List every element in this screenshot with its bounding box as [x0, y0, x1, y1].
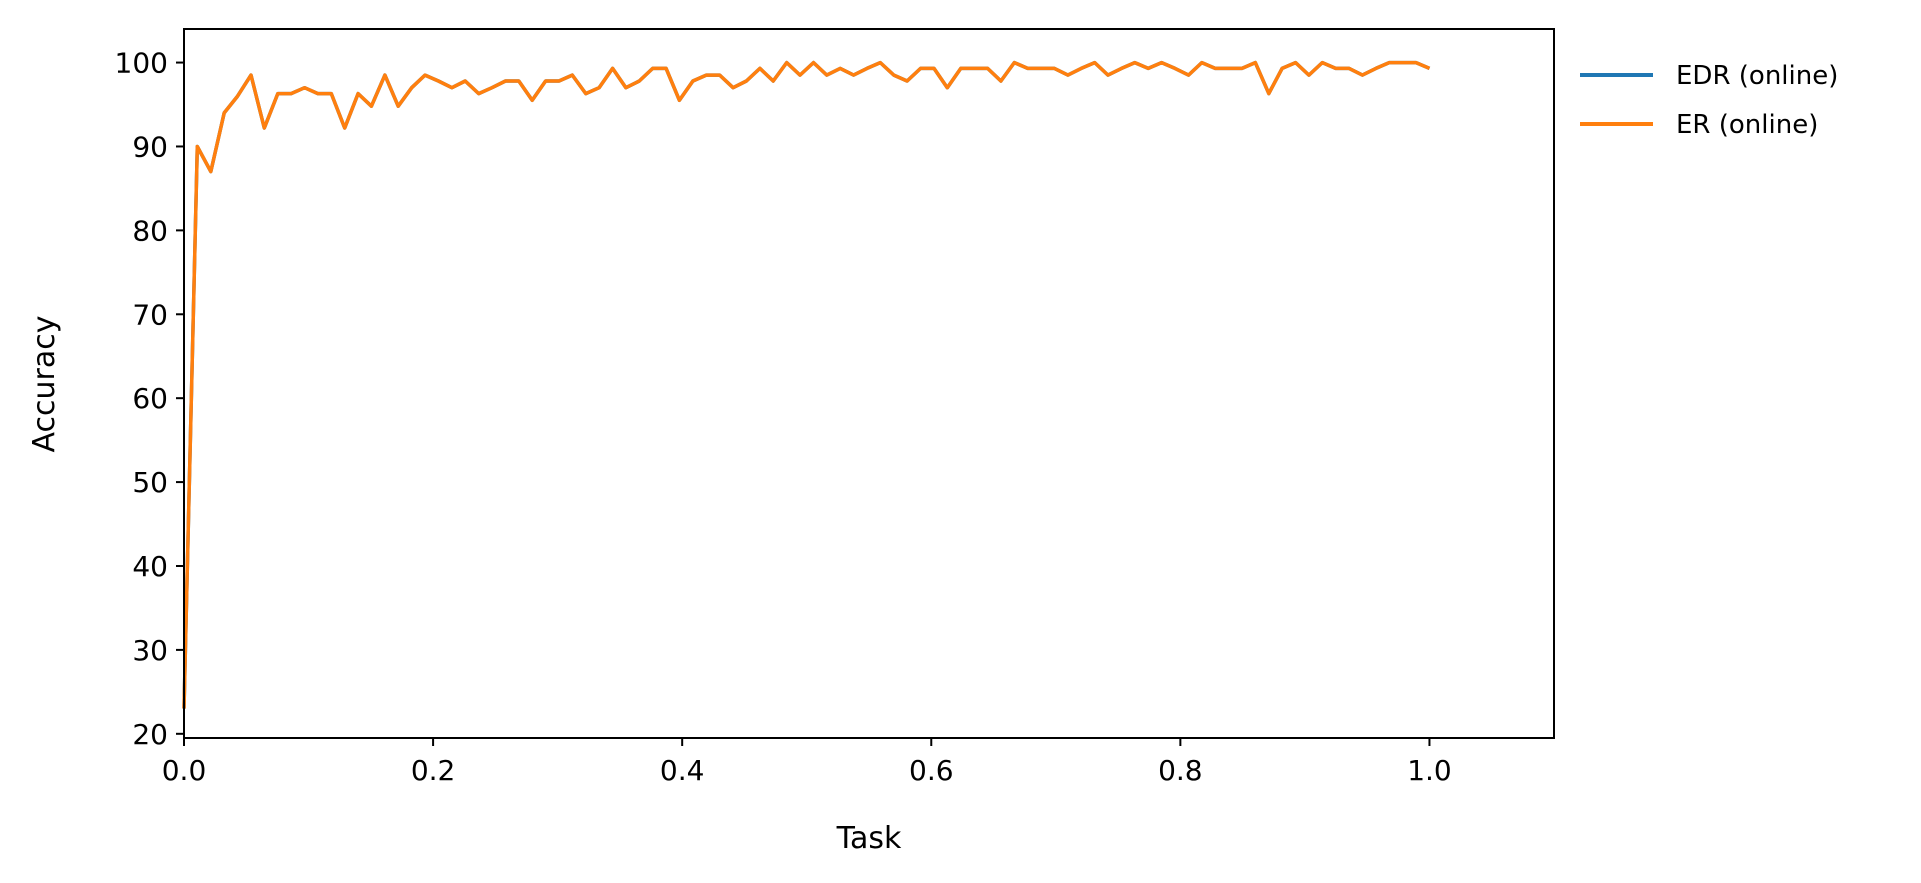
series-line-1: [182, 60, 1431, 709]
y-tick-label: 30: [132, 634, 168, 667]
legend-label-0: EDR (online): [1676, 61, 1838, 91]
x-tick-label: 0.4: [660, 754, 705, 787]
x-axis-ticks: 0.0 0.2 0.4 0.6 0.8 1.0: [162, 738, 1452, 787]
legend: EDR (online) ER (online): [1580, 61, 1838, 140]
y-tick-label: 60: [132, 382, 168, 415]
y-axis-ticks: 20 30 40 50 60 70 80 90 100: [115, 47, 184, 751]
plot-frame: [183, 28, 1555, 739]
x-axis-label: Task: [836, 821, 902, 856]
y-tick-label: 50: [132, 466, 168, 499]
y-tick-label: 100: [115, 47, 168, 80]
y-tick-label: 20: [132, 718, 168, 751]
series-layer: [182, 60, 1431, 709]
y-tick-label: 70: [132, 298, 168, 331]
y-tick-label: 40: [132, 550, 168, 583]
x-tick-label: 0.0: [162, 754, 207, 787]
x-tick-label: 0.8: [1158, 754, 1203, 787]
x-tick-label: 0.2: [411, 754, 456, 787]
legend-label-1: ER (online): [1676, 110, 1818, 140]
y-axis-label: Accuracy: [27, 316, 62, 453]
x-tick-label: 1.0: [1407, 754, 1452, 787]
x-tick-label: 0.6: [909, 754, 954, 787]
y-tick-label: 90: [132, 130, 168, 163]
y-tick-label: 80: [132, 214, 168, 247]
